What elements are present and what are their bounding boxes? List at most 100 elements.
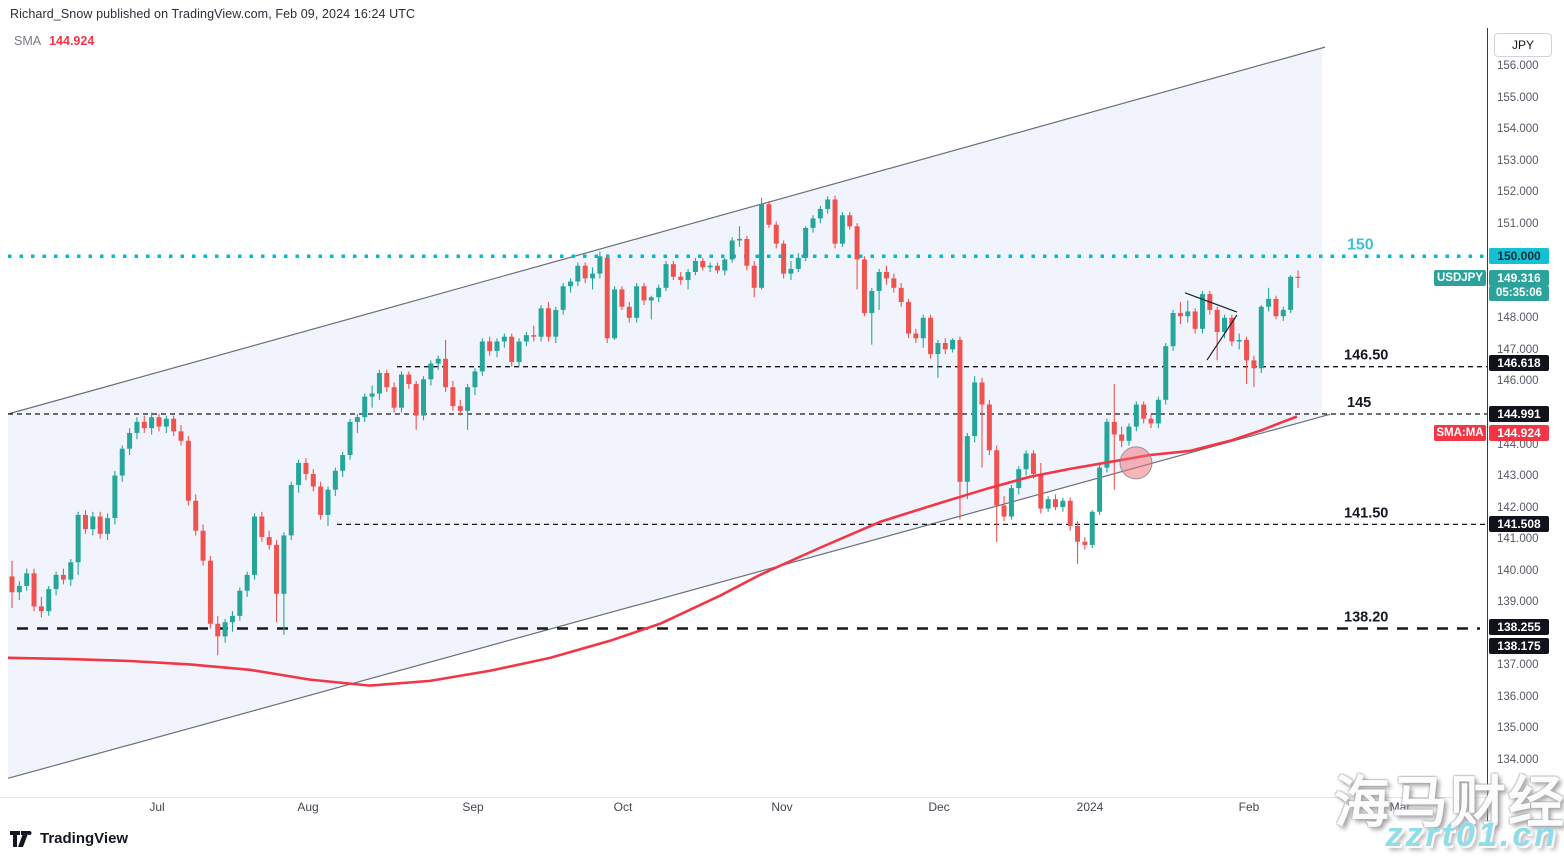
candle-body-162 bbox=[1199, 294, 1205, 329]
candle-body-94 bbox=[700, 261, 706, 268]
currency-toggle-button[interactable]: JPY bbox=[1494, 33, 1552, 57]
time-axis-line bbox=[0, 797, 1487, 798]
candle-body-59 bbox=[443, 358, 449, 388]
candle-body-123 bbox=[913, 333, 919, 339]
candle-body-171 bbox=[1266, 298, 1272, 307]
candle-body-61 bbox=[457, 406, 463, 411]
price-scale[interactable]: JPY 156.000 155.000 154.000 153.000 152.000 1… bbox=[1487, 28, 1564, 822]
candle-body-175 bbox=[1295, 276, 1301, 278]
candle-body-169 bbox=[1251, 360, 1257, 369]
price-badge-144.924: 144.924 bbox=[1489, 425, 1549, 442]
candle-body-91 bbox=[678, 276, 684, 280]
price-badge-150.000: 150.000 bbox=[1489, 248, 1549, 265]
candle-body-84 bbox=[626, 306, 632, 318]
price-tick-137.000: 137.000 bbox=[1497, 659, 1539, 672]
candle-body-11 bbox=[90, 516, 96, 530]
candle-body-131 bbox=[972, 382, 978, 437]
candle-body-76 bbox=[567, 281, 573, 287]
candle-body-75 bbox=[560, 286, 566, 310]
candle-body-165 bbox=[1222, 317, 1228, 332]
candle-body-64 bbox=[479, 341, 485, 372]
candle-body-111 bbox=[825, 199, 831, 209]
chart-canvas[interactable]: 150 146.50 145 141.50 138.20 bbox=[0, 0, 1487, 857]
sma-line bbox=[7, 415, 1298, 687]
candle-body-134 bbox=[994, 450, 1000, 506]
candle-body-82 bbox=[612, 289, 618, 339]
price-badge-149.316: 149.316 bbox=[1489, 269, 1549, 286]
candle-body-138 bbox=[1023, 453, 1029, 470]
candle-body-68 bbox=[509, 336, 515, 362]
candle-body-170 bbox=[1258, 306, 1264, 369]
countdown-timer: 05:35:06 bbox=[1489, 285, 1549, 301]
candle-body-85 bbox=[634, 286, 640, 318]
candle-body-80 bbox=[597, 256, 603, 274]
series-tag-USDJPY: USDJPY bbox=[1434, 269, 1486, 286]
candle-body-117 bbox=[869, 290, 875, 314]
candle-body-172 bbox=[1273, 298, 1279, 317]
sma-legend-value: 144.924 bbox=[49, 34, 95, 48]
candle-body-58 bbox=[435, 358, 441, 364]
level-label-145: 145 bbox=[1347, 395, 1371, 411]
price-tick-156.000: 156.000 bbox=[1497, 60, 1539, 72]
publish-byline: Richard_Snow published on TradingView.co… bbox=[10, 7, 416, 21]
candle-body-143 bbox=[1060, 500, 1066, 508]
candle-body-39 bbox=[296, 462, 302, 485]
price-tick-134.000: 134.000 bbox=[1497, 754, 1539, 766]
candle-body-158 bbox=[1170, 313, 1176, 347]
candle-body-83 bbox=[619, 289, 625, 307]
month-label-Nov: Nov bbox=[771, 800, 793, 814]
candle-body-24 bbox=[185, 440, 191, 501]
candle-body-54 bbox=[406, 374, 412, 385]
indicator-legend[interactable]: SMA 144.924 bbox=[14, 34, 94, 48]
candle-body-49 bbox=[369, 393, 375, 397]
tradingview-logo[interactable]: TradingView bbox=[10, 830, 128, 847]
month-label-Feb: Feb bbox=[1238, 800, 1260, 814]
candle-body-62 bbox=[465, 387, 471, 411]
tradingview-logo-icon bbox=[10, 830, 32, 847]
candle-body-109 bbox=[810, 218, 816, 228]
month-label-Dec: Dec bbox=[928, 800, 950, 814]
candle-body-98 bbox=[729, 240, 735, 260]
candle-body-81 bbox=[604, 257, 610, 339]
candle-body-125 bbox=[928, 317, 934, 355]
candle-body-21 bbox=[163, 418, 169, 427]
candle-body-120 bbox=[891, 278, 897, 288]
month-label-Mar: Mar bbox=[1389, 800, 1411, 814]
price-tick-148.000: 148.000 bbox=[1497, 312, 1539, 325]
price-tick-141.000: 141.000 bbox=[1497, 533, 1539, 546]
month-label-Sep: Sep bbox=[462, 800, 484, 814]
candle-body-72 bbox=[538, 308, 544, 337]
tradingview-logo-text: TradingView bbox=[40, 830, 129, 847]
candle-body-25 bbox=[193, 500, 199, 531]
candle-body-5 bbox=[46, 589, 52, 612]
candle-body-52 bbox=[391, 387, 397, 408]
candle-body-145 bbox=[1075, 525, 1081, 542]
candle-body-74 bbox=[553, 309, 559, 337]
candle-body-16 bbox=[127, 432, 133, 449]
candle-body-133 bbox=[986, 404, 992, 451]
candle-body-63 bbox=[472, 371, 478, 388]
price-tick-152.000: 152.000 bbox=[1497, 186, 1539, 199]
candle-body-114 bbox=[847, 215, 853, 227]
candle-body-140 bbox=[1038, 473, 1044, 509]
candle-body-132 bbox=[979, 382, 985, 405]
candle-body-150 bbox=[1111, 421, 1117, 435]
candle-body-19 bbox=[149, 417, 155, 429]
candle-body-2 bbox=[24, 573, 30, 586]
candle-body-56 bbox=[421, 379, 427, 416]
candle-body-90 bbox=[670, 264, 676, 277]
price-tick-139.000: 139.000 bbox=[1497, 596, 1539, 609]
candle-body-14 bbox=[112, 475, 118, 519]
candle-body-45 bbox=[340, 455, 346, 471]
candle-body-119 bbox=[883, 272, 889, 279]
price-tick-155.000: 155.000 bbox=[1497, 91, 1539, 104]
candle-body-40 bbox=[303, 462, 309, 474]
candle-body-100 bbox=[744, 238, 750, 266]
candle-body-95 bbox=[707, 265, 713, 268]
candle-body-22 bbox=[171, 418, 177, 432]
candle-body-0 bbox=[9, 576, 15, 593]
candle-body-26 bbox=[200, 530, 206, 561]
candle-body-139 bbox=[1030, 453, 1036, 474]
price-tick-146.000: 146.000 bbox=[1497, 375, 1539, 388]
